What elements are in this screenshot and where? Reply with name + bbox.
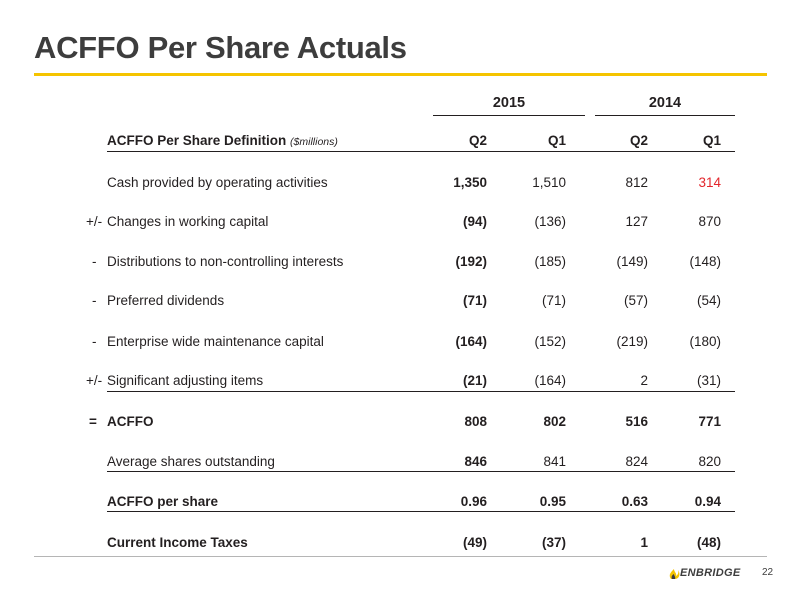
value-2015-q2: (94)	[462, 214, 487, 229]
title-underline	[34, 73, 767, 76]
shares-rule	[107, 471, 735, 472]
value-2014-q1: 870	[698, 214, 721, 229]
value-2014-q1: (31)	[696, 373, 721, 388]
page-number: 22	[762, 567, 774, 578]
value-2015-q1: 841	[543, 454, 566, 469]
table-row: ACFFO per share 0.96 0.95 0.63 0.94	[0, 494, 800, 518]
per-share-rule	[107, 511, 735, 512]
row-label: Preferred dividends	[107, 293, 225, 308]
quarter-header: Q2	[629, 133, 648, 148]
row-operator: +/-	[86, 214, 103, 229]
value-2014-q2: (149)	[616, 254, 648, 269]
value-2015-q2: 846	[464, 454, 487, 469]
definition-header: ACFFO Per Share Definition ($millions)	[107, 133, 338, 148]
value-2015-q2: (164)	[455, 334, 487, 349]
value-2014-q2: 516	[625, 414, 648, 429]
value-2015-q1: 802	[543, 414, 566, 429]
value-2015-q1: (152)	[534, 334, 566, 349]
row-label: Cash provided by operating activities	[107, 175, 328, 190]
definition-header-unit: ($millions)	[290, 136, 338, 148]
value-2014-q1-highlighted: 314	[698, 175, 721, 190]
value-2015-q1: 0.95	[539, 494, 566, 509]
value-2015-q1: (164)	[534, 373, 566, 388]
logo-wordmark: ENBRIDGE	[680, 567, 741, 579]
value-2014-q2: 2	[640, 373, 648, 388]
subtotal-rule	[107, 391, 735, 392]
value-2015-q1: (37)	[541, 535, 566, 550]
value-2014-q2: (219)	[616, 334, 648, 349]
header-rule	[107, 151, 735, 152]
value-2015-q1: 1,510	[532, 175, 566, 190]
row-label: Changes in working capital	[107, 214, 269, 229]
row-label: Significant adjusting items	[107, 373, 264, 388]
row-operator: =	[89, 414, 97, 429]
value-2015-q1: (136)	[534, 214, 566, 229]
footer-divider	[34, 556, 767, 557]
value-2014-q1: 771	[698, 414, 721, 429]
value-2015-q1: (71)	[541, 293, 566, 308]
row-label: ACFFO per share	[107, 494, 219, 509]
value-2015-q2: (192)	[455, 254, 487, 269]
value-2015-q2: (71)	[462, 293, 487, 308]
value-2015-q1: (185)	[534, 254, 566, 269]
value-2014-q2: 1	[640, 535, 648, 550]
value-2014-q2: 127	[625, 214, 648, 229]
value-2014-q1: 0.94	[694, 494, 721, 509]
table-row: - Distributions to non-controlling inter…	[0, 254, 800, 278]
row-operator: -	[92, 293, 97, 308]
row-operator: -	[92, 334, 97, 349]
quarter-header: Q1	[702, 133, 721, 148]
year-header-2015: 2015	[433, 95, 585, 116]
table-row: - Preferred dividends (71) (71) (57) (54…	[0, 293, 800, 317]
quarter-header: Q1	[547, 133, 566, 148]
table-row: Current Income Taxes (49) (37) 1 (48)	[0, 535, 800, 559]
year-header-2014: 2014	[595, 95, 735, 116]
value-2014-q1: (180)	[689, 334, 721, 349]
table-header-row: ACFFO Per Share Definition ($millions) Q…	[0, 133, 800, 157]
value-2014-q1: (148)	[689, 254, 721, 269]
value-2014-q2: (57)	[623, 293, 648, 308]
row-label: Average shares outstanding	[107, 454, 275, 469]
table-row: = ACFFO 808 802 516 771	[0, 414, 800, 438]
table-row: +/- Significant adjusting items (21) (16…	[0, 373, 800, 397]
table-row: - Enterprise wide maintenance capital (1…	[0, 334, 800, 358]
value-2015-q2: 0.96	[460, 494, 487, 509]
value-2014-q2: 812	[625, 175, 648, 190]
definition-header-label: ACFFO Per Share Definition	[107, 133, 287, 148]
value-2014-q1: (54)	[696, 293, 721, 308]
value-2014-q2: 824	[625, 454, 648, 469]
value-2015-q2: (49)	[462, 535, 487, 550]
quarter-header: Q2	[468, 133, 487, 148]
value-2015-q2: 808	[464, 414, 487, 429]
value-2015-q2: (21)	[462, 373, 487, 388]
enbridge-logo: ENBRIDGE	[668, 564, 756, 584]
table-row: Cash provided by operating activities 1,…	[0, 175, 800, 199]
row-label: ACFFO	[107, 414, 154, 429]
value-2015-q2: 1,350	[453, 175, 487, 190]
row-label: Current Income Taxes	[107, 535, 248, 550]
row-label: Enterprise wide maintenance capital	[107, 334, 324, 349]
page-title: ACFFO Per Share Actuals	[34, 30, 407, 65]
value-2014-q1: 820	[698, 454, 721, 469]
row-label: Distributions to non-controlling interes…	[107, 254, 344, 269]
enbridge-flame-icon	[669, 569, 680, 579]
table-row: +/- Changes in working capital (94) (136…	[0, 214, 800, 238]
row-operator: -	[92, 254, 97, 269]
value-2014-q2: 0.63	[621, 494, 648, 509]
table-row: Average shares outstanding 846 841 824 8…	[0, 454, 800, 478]
value-2014-q1: (48)	[696, 535, 721, 550]
row-operator: +/-	[86, 373, 103, 388]
